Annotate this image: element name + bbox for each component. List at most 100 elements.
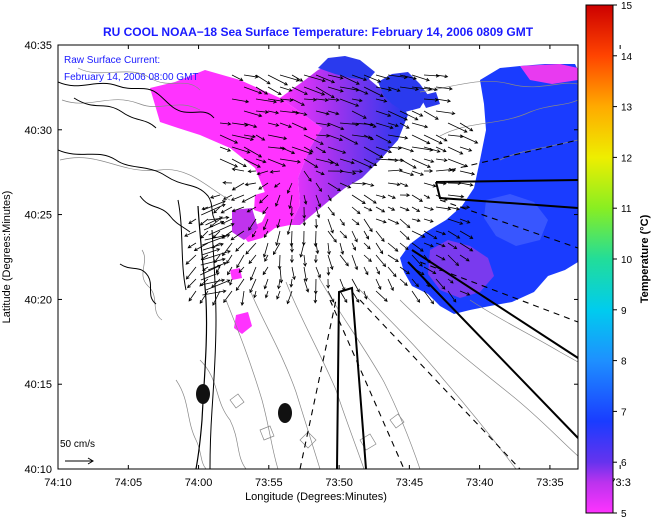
current-vector (399, 170, 415, 177)
coast-river-2 (177, 199, 187, 291)
coast-river (119, 263, 157, 305)
current-vector (447, 206, 460, 211)
current-vector (188, 290, 197, 302)
current-vector (327, 86, 344, 93)
current-vector (423, 110, 439, 120)
current-vector (351, 278, 360, 293)
current-vector (424, 169, 434, 173)
colorbar-tick-label: 7 (621, 407, 627, 418)
sst-offshore-light (484, 194, 548, 246)
contour (359, 289, 517, 469)
current-vector-jet (202, 242, 224, 251)
current-vector (230, 230, 245, 241)
current-vector (272, 242, 281, 256)
current-vector (267, 98, 285, 103)
colorbar-label: Temperature (°C) (639, 214, 651, 303)
channel-solid (407, 261, 578, 439)
current-vector (423, 194, 431, 199)
current-vector (299, 242, 305, 258)
current-vector (339, 74, 360, 85)
sst-offshore-purple (428, 240, 494, 298)
current-vector (286, 290, 293, 305)
y-tick-label: 40:35 (24, 40, 52, 52)
channel-solid (411, 249, 578, 359)
current-vector (289, 230, 294, 248)
current-vector (447, 146, 464, 155)
current-vector (387, 194, 396, 199)
current-vector (387, 110, 408, 121)
current-vector (315, 206, 321, 219)
current-vector (327, 206, 335, 216)
current-vector (245, 242, 257, 255)
current-vector (255, 110, 269, 114)
current-vector (231, 158, 247, 167)
current-vector (241, 194, 257, 203)
current-vector (193, 242, 209, 251)
current-vector (411, 194, 423, 202)
current-vector (279, 266, 284, 284)
y-tick-label: 40:20 (24, 294, 52, 306)
colorbar-tick-label: 12 (621, 153, 633, 164)
current-vector (279, 86, 293, 92)
current-vector (375, 74, 391, 80)
current-vector (375, 218, 387, 224)
current-vector (213, 206, 221, 214)
current-vector (411, 230, 426, 238)
current-vector (447, 218, 464, 225)
current-vector (303, 254, 307, 267)
current-vector (351, 242, 356, 251)
current-vector (435, 206, 452, 211)
current-vector (363, 134, 374, 141)
current-vector (263, 278, 269, 290)
current-vector (387, 218, 400, 225)
contour (175, 379, 207, 469)
current-vector (363, 86, 384, 97)
current-vector (290, 243, 294, 253)
current-vector (219, 146, 232, 152)
colorbar-tick-label: 6 (621, 458, 627, 469)
current-vector (339, 170, 357, 175)
channel-dashed (329, 299, 405, 469)
current-vector (222, 180, 233, 185)
current-vector (327, 182, 342, 192)
current-vector (243, 158, 261, 168)
current-vector (435, 98, 452, 103)
contour (59, 157, 231, 201)
current-vector (230, 194, 245, 201)
current-vector (327, 218, 334, 234)
current-vector (315, 133, 331, 138)
current-vector (222, 194, 233, 200)
contour (199, 359, 247, 469)
current-vector (253, 290, 257, 299)
current-vector (423, 206, 434, 211)
current-vector (435, 158, 448, 162)
y-axis-label: Latitude (Degrees:Minutes) (1, 191, 13, 324)
current-vector (199, 218, 209, 226)
coast-bay-north (58, 81, 215, 119)
current-vector (303, 134, 324, 145)
current-vector (291, 266, 296, 281)
current-vector (411, 206, 421, 212)
current-vector (327, 242, 331, 256)
current-vector (326, 278, 331, 289)
current-vector (399, 74, 418, 80)
current-vector (363, 242, 371, 250)
current-vector (411, 278, 419, 288)
current-vector (435, 254, 446, 261)
current-vector (375, 110, 392, 117)
current-vector (264, 290, 269, 299)
current-vector (258, 182, 269, 190)
current-vector (240, 290, 245, 306)
coast-inner (73, 97, 157, 129)
coast-mid (58, 149, 217, 223)
current-vector (351, 181, 367, 186)
current-vector (327, 230, 337, 243)
sst-band (280, 62, 408, 225)
current-vector (303, 194, 308, 205)
current-vector (339, 230, 348, 239)
current-vector-jet (202, 234, 231, 246)
current-vector (235, 278, 245, 291)
current-vector (375, 98, 388, 103)
sst-band-top (318, 56, 375, 80)
current-vector (275, 230, 281, 247)
